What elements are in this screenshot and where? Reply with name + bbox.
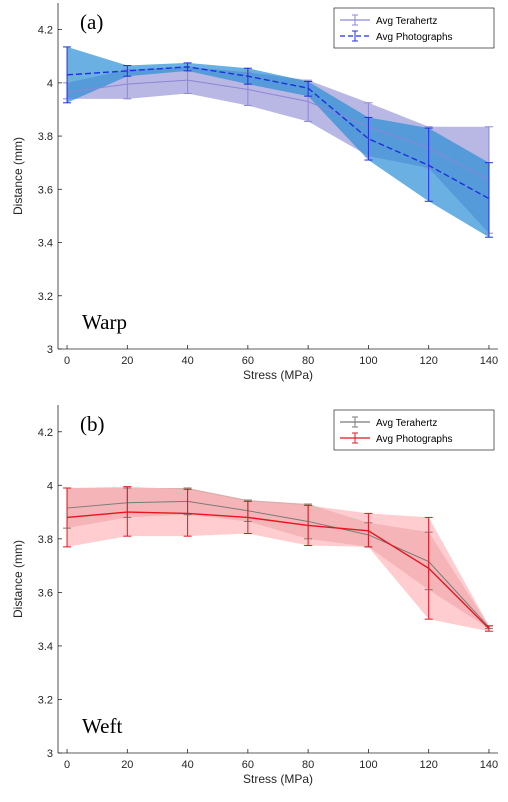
legend-box xyxy=(333,7,495,49)
y-tick-label: 3.8 xyxy=(38,534,53,546)
x-tick-label: 40 xyxy=(181,355,193,367)
legend-box xyxy=(333,409,495,451)
series-1-line xyxy=(66,79,490,181)
series-1-line xyxy=(66,500,490,628)
x-tick-label: 80 xyxy=(302,759,314,771)
y-tick-label: 3 xyxy=(47,344,53,356)
chart-panel-a: 3 3.2 3.4 3.6 3.8 4 4.2 0 20 40 60 80 100 120 140 Stres… xyxy=(11,3,498,382)
x-tick-label: 100 xyxy=(359,355,377,367)
legend-label-1: Avg Terahertz xyxy=(376,418,437,429)
x-tick-label: 60 xyxy=(242,355,254,367)
x-tick-label: 100 xyxy=(359,759,377,771)
y-tick-label: 3 xyxy=(47,748,53,760)
panel-annotation: Weft xyxy=(82,714,122,738)
y-tick-label: 4.2 xyxy=(38,25,53,37)
x-axis-title: Stress (MPa) xyxy=(243,368,313,382)
y-axis-title: Distance (mm) xyxy=(11,137,25,215)
y-axis-title: Distance (mm) xyxy=(11,540,25,618)
series-2-line xyxy=(66,66,490,200)
y-tick-label: 3.6 xyxy=(38,587,53,599)
y-tick-label: 3.4 xyxy=(38,238,53,250)
x-tick-label: 20 xyxy=(121,759,133,771)
y-tick-label: 3.2 xyxy=(38,291,53,303)
y-tick-label: 3.8 xyxy=(38,131,53,143)
x-tick-label: 140 xyxy=(480,759,498,771)
x-tick-label: 60 xyxy=(242,759,254,771)
legend-label-2: Avg Photographs xyxy=(376,434,453,445)
x-axis-title: Stress (MPa) xyxy=(243,772,313,786)
series-2-line xyxy=(66,511,490,630)
panel-tag: (b) xyxy=(80,412,105,436)
x-tick-label: 0 xyxy=(64,759,70,771)
x-tick-label: 0 xyxy=(64,355,70,367)
x-tick-label: 80 xyxy=(302,355,314,367)
x-tick-label: 20 xyxy=(121,355,133,367)
x-tick-label: 40 xyxy=(181,759,193,771)
legend-label-1: Avg Terahertz xyxy=(376,16,437,27)
panel-tag: (a) xyxy=(80,10,103,34)
legend-label-2: Avg Photographs xyxy=(376,32,453,43)
x-tick-label: 140 xyxy=(480,355,498,367)
panel-annotation: Warp xyxy=(82,310,127,334)
series-2-band xyxy=(67,486,489,632)
y-tick-label: 4 xyxy=(47,78,53,90)
chart-panel-b: 3 3.2 3.4 3.6 3.8 4 4.2 0 20 40 60 80 100 120 140 Stres… xyxy=(11,405,498,786)
x-tick-label: 120 xyxy=(420,355,438,367)
x-tick-label: 120 xyxy=(420,759,438,771)
y-tick-label: 4 xyxy=(47,480,53,492)
y-tick-label: 4.2 xyxy=(38,427,53,439)
y-tick-label: 3.2 xyxy=(38,694,53,706)
series-2-band xyxy=(67,46,489,238)
y-tick-label: 3.6 xyxy=(38,184,53,196)
y-tick-label: 3.4 xyxy=(38,641,53,653)
